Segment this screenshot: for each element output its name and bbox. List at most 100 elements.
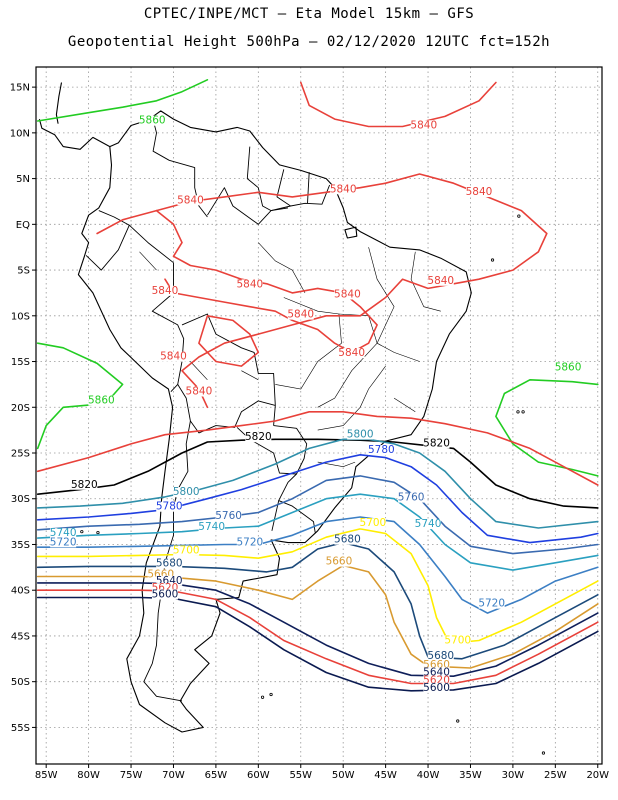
contour-label-bg	[423, 667, 450, 678]
island	[96, 530, 100, 535]
country-border	[207, 184, 331, 225]
contour-label-bg	[415, 519, 442, 530]
contour-line	[36, 582, 599, 677]
island	[517, 214, 521, 218]
island	[541, 751, 546, 755]
contour-label: 5800	[173, 486, 200, 498]
country-border	[271, 500, 280, 531]
contour-label: 5760	[215, 510, 242, 522]
lon-tick-label: 80W	[77, 770, 100, 781]
coastlines-and-borders	[38, 82, 546, 755]
plot-area	[36, 67, 602, 764]
contour-label: 5640	[423, 666, 450, 678]
contour-labels: 5860 5860 5860 5840 5840 5840 5840 5840 5840 5840…	[50, 115, 582, 694]
contour-label-bg	[160, 351, 187, 362]
state-border	[317, 461, 356, 468]
contour-label-bg	[427, 650, 454, 661]
contour-label: 5740	[50, 527, 77, 539]
contour-label: 5860	[139, 115, 166, 127]
country-border	[177, 384, 276, 434]
contour-line	[36, 596, 599, 692]
island	[456, 719, 460, 723]
state-border	[275, 297, 342, 390]
contour-line	[36, 475, 599, 555]
contour-label: 5700	[360, 517, 387, 529]
contour-line	[36, 493, 599, 571]
lat-tick-label: 55S	[11, 723, 30, 734]
lat-tick-label: 5N	[16, 174, 30, 185]
contour-label-bg	[50, 537, 77, 548]
contour-label: 5700	[173, 545, 200, 557]
contour-label-bg	[71, 479, 98, 490]
contour-label-bg	[156, 501, 183, 512]
contour-label: 5700	[444, 634, 471, 646]
country-border	[151, 262, 185, 393]
contour-label-bg	[139, 115, 166, 126]
coastline	[77, 110, 472, 733]
contour-label: 5680	[156, 557, 183, 569]
contour-label-bg	[338, 348, 365, 359]
contour-label-bg	[359, 518, 386, 529]
contour-label: 5820	[423, 438, 450, 450]
lat-tick-label: 25S	[11, 449, 30, 460]
contour-label-bg	[334, 534, 361, 545]
contour-label: 5840	[287, 309, 314, 321]
island	[269, 692, 273, 697]
lat-tick-label: 15N	[10, 83, 30, 94]
contour-label: 5720	[236, 536, 263, 548]
contour-label-bg	[423, 438, 450, 449]
contour-label: 5860	[555, 362, 582, 374]
country-border	[85, 225, 130, 271]
lon-tick-label: 65W	[205, 770, 228, 781]
contour-label: 5840	[236, 278, 263, 290]
lat-tick-label: 20S	[11, 403, 30, 414]
contour-label-bg	[287, 309, 314, 320]
contour-line	[300, 81, 497, 128]
state-border	[376, 342, 420, 362]
state-border	[393, 397, 416, 413]
contour-label: 5840	[330, 183, 357, 195]
contour-label-bg	[156, 575, 183, 586]
contour-label-bg	[147, 569, 174, 580]
chart-title-line1: CPTEC/INPE/MCT – Eta Model 15km – GFS	[143, 6, 475, 22]
contour-label: 5740	[198, 521, 225, 533]
contour-label-bg	[465, 187, 492, 198]
contour-label: 5840	[152, 285, 179, 297]
contour-line	[155, 209, 378, 354]
lat-tick-label: 15S	[11, 357, 30, 368]
contour-line	[36, 438, 599, 529]
lat-tick-label: 10S	[11, 311, 30, 322]
country-border	[181, 313, 276, 426]
lon-tick-label: 70W	[162, 770, 185, 781]
contour-label-bg	[151, 285, 178, 296]
contour-label-bg	[88, 395, 115, 406]
contour-line	[198, 315, 260, 367]
contour-label: 5780	[368, 444, 395, 456]
island	[490, 258, 495, 262]
contour-label-bg	[347, 429, 374, 440]
island	[80, 530, 84, 534]
lon-tick-label: 85W	[35, 770, 58, 781]
contour-label: 5660	[326, 556, 353, 568]
axis-ticks: 15N 10N 5N EQ 5S 10S 15S 20S 25S 30S 35S 40S 45S 50S 5…	[10, 83, 609, 781]
lat-tick-label: 50S	[11, 677, 30, 688]
contour-label: 5720	[50, 536, 77, 548]
lat-tick-label: 35S	[11, 540, 30, 551]
lon-tick-label: 55W	[289, 770, 312, 781]
contour-label-bg	[423, 682, 450, 693]
chart-title-line2: Geopotential Height 500hPa – 02/12/2020 …	[67, 34, 551, 50]
contour-label: 5600	[423, 682, 450, 694]
plot-frame	[35, 66, 603, 765]
island	[521, 410, 525, 414]
contour-label-bg	[444, 635, 471, 646]
contour-label: 5840	[338, 347, 365, 359]
contour-label-bg	[398, 492, 425, 503]
contour-label: 5840	[160, 351, 187, 363]
contour-label: 5820	[71, 479, 98, 491]
height-contours	[36, 79, 599, 692]
lon-tick-label: 40W	[417, 770, 440, 781]
lon-tick-label: 45W	[374, 770, 397, 781]
contour-label: 5780	[156, 501, 183, 513]
lat-tick-label: EQ	[16, 220, 30, 231]
